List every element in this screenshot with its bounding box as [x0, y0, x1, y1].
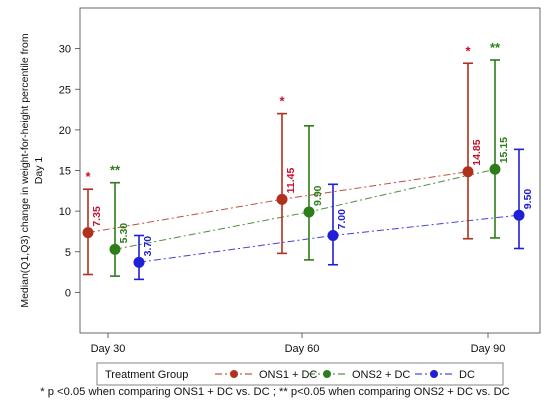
- x-tick-label: Day 60: [285, 343, 320, 355]
- data-label: 7.00: [336, 209, 348, 230]
- legend-marker-2: [430, 370, 438, 378]
- x-tick-label: Day 30: [91, 343, 126, 355]
- footnote: * p <0.05 when comparing ONS1 + DC vs. D…: [40, 386, 510, 398]
- data-label: 15.15: [498, 137, 510, 163]
- data-label: 3.70: [142, 236, 154, 257]
- y-tick-label: 10: [59, 206, 71, 218]
- significance-marker: *: [85, 169, 91, 184]
- data-point: [303, 206, 315, 218]
- significance-marker: **: [110, 163, 121, 178]
- significance-marker: **: [490, 40, 501, 55]
- significance-marker: *: [465, 43, 471, 58]
- y-tick-label: 20: [59, 125, 71, 137]
- y-axis-label-line1: Median(Q1,Q3) change in weight-for-heigh…: [19, 33, 31, 308]
- data-point: [489, 163, 501, 175]
- y-axis-label-line2: Day 1: [33, 157, 45, 185]
- y-tick-label: 0: [65, 287, 71, 299]
- legend-marker-1: [323, 370, 331, 378]
- x-tick-label: Day 90: [471, 343, 506, 355]
- y-tick-label: 5: [65, 247, 71, 259]
- data-point: [133, 256, 145, 268]
- legend-label-2: DC: [459, 369, 475, 381]
- data-label: 14.85: [471, 139, 483, 165]
- data-label: 11.45: [285, 167, 297, 193]
- significance-marker: *: [279, 94, 285, 109]
- y-tick-label: 15: [59, 166, 71, 178]
- y-axis-label: Median(Q1,Q3) change in weight-for-heigh…: [19, 33, 45, 308]
- data-point: [276, 193, 288, 205]
- data-label: 5.30: [118, 223, 130, 244]
- legend-label-0: ONS1 + DC: [259, 369, 317, 381]
- data-point: [462, 166, 474, 178]
- data-point: [82, 227, 94, 239]
- data-label: 9.90: [312, 185, 324, 206]
- legend-box: [96, 362, 504, 386]
- y-tick-label: 25: [59, 84, 71, 96]
- legend-label-1: ONS2 + DC: [352, 369, 410, 381]
- data-label: 7.35: [91, 206, 103, 227]
- data-point: [513, 209, 525, 221]
- data-point: [327, 230, 339, 241]
- data-label: 9.50: [522, 189, 534, 210]
- y-tick-label: 30: [59, 44, 71, 56]
- legend-marker-0: [230, 370, 238, 378]
- legend-title: Treatment Group: [105, 369, 188, 381]
- data-point: [109, 243, 121, 255]
